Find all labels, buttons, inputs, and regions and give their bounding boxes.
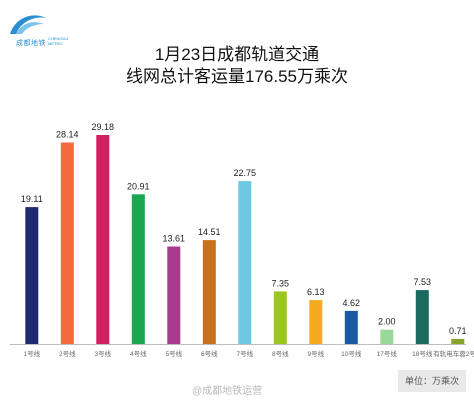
bar-value-label: 0.71 (449, 326, 467, 336)
category-label: 4号线 (130, 349, 147, 358)
bar-value-label: 29.18 (92, 122, 115, 132)
brand-name-en: CHENGDU METRO (48, 36, 69, 46)
category-label: 7号线 (236, 349, 253, 358)
chart-title-line1: 1月23日成都轨道交通 (154, 45, 320, 64)
category-label: 1号线 (23, 349, 40, 358)
bar-value-label: 7.35 (272, 278, 290, 288)
bar-value-label: 7.53 (414, 277, 432, 287)
brand-logo: 成都地铁 CHENGDU METRO (8, 10, 72, 47)
bar (131, 194, 145, 344)
bar-value-label: 22.75 (234, 168, 257, 178)
bar-value-label: 13.61 (163, 234, 186, 244)
category-label: 2号线 (59, 349, 76, 358)
category-label: 6号线 (201, 349, 218, 358)
bar (309, 300, 323, 344)
bar-value-label: 28.14 (56, 130, 79, 140)
bar-value-label: 19.11 (21, 194, 43, 204)
bar (202, 240, 216, 344)
bar-value-label: 4.62 (343, 298, 361, 308)
bar (238, 181, 252, 344)
brand-name-cn: 成都地铁 (16, 40, 46, 47)
bar (415, 290, 429, 344)
chart-title-line2: 线网总计客运量176.55万乘次 (126, 67, 348, 86)
category-label: 5号线 (165, 349, 182, 358)
category-label: 3号线 (94, 349, 111, 358)
bar (25, 207, 39, 344)
bar (380, 329, 394, 344)
bar (451, 338, 465, 344)
logo-swoosh-icon (10, 15, 46, 34)
category-label: 8号线 (272, 349, 289, 358)
unit-label: 单位：万乘次 (398, 370, 466, 392)
bar (60, 142, 74, 344)
bar (273, 291, 287, 344)
category-label: 10号线 (341, 349, 362, 358)
bar (344, 310, 358, 344)
weibo-watermark: @成都地铁运营 (192, 386, 263, 397)
bar-value-label: 2.00 (378, 317, 396, 327)
bar-value-label: 14.51 (198, 227, 221, 237)
bar (96, 135, 110, 344)
chart-title: 1月23日成都轨道交通 线网总计客运量176.55万乘次 (0, 44, 474, 88)
bar-value-label: 6.13 (307, 287, 325, 297)
category-label: 18号线 (412, 349, 433, 358)
category-label: 有轨电车蓉2号线 (433, 349, 474, 358)
category-label: 9号线 (307, 349, 324, 358)
category-label: 17号线 (377, 349, 398, 358)
bar-value-label: 20.91 (127, 181, 150, 191)
bar (167, 246, 181, 344)
